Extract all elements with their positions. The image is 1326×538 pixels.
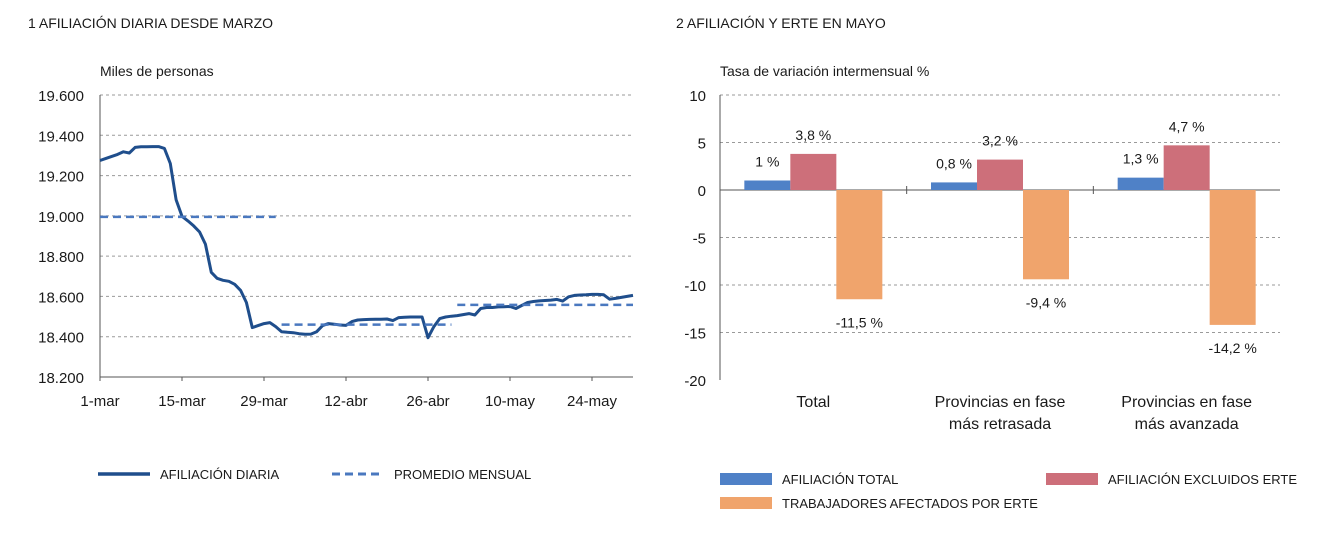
bar-1-0 bbox=[790, 153, 837, 190]
chart1-xtick-label: 26-abr bbox=[406, 393, 449, 410]
chart2-ylabel: Tasa de variación intermensual % bbox=[720, 63, 929, 79]
series-daily-affiliation-line bbox=[99, 145, 634, 340]
legend-swatch-excluidos-erte bbox=[1046, 473, 1098, 485]
bar-data-label: 1 % bbox=[755, 154, 779, 170]
bar-data-label: 0,8 % bbox=[936, 155, 972, 171]
chart1-xtick-label: 10-may bbox=[485, 393, 536, 410]
chart2-grid bbox=[719, 94, 1280, 380]
chart1-ytick-label: 18.400 bbox=[38, 330, 84, 347]
chart1-ytick-label: 19.200 bbox=[38, 169, 84, 186]
bar-0-0 bbox=[744, 180, 791, 190]
chart1-xtick-label: 12-abr bbox=[324, 393, 367, 410]
legend-swatch-afiliacion-total bbox=[720, 473, 772, 485]
legend-label-trabajadores-erte: TRABAJADORES AFECTADOS POR ERTE bbox=[782, 496, 1038, 511]
chart1-ylabel: Miles de personas bbox=[100, 63, 214, 79]
chart2-category-label: Total bbox=[796, 394, 830, 411]
bar-data-label: -11,5 % bbox=[836, 314, 883, 330]
chart1-title: 1 AFILIACIÓN DIARIA DESDE MARZO bbox=[28, 15, 273, 31]
chart2-y-axis: -20 -15 -10 -5 0 5 10 bbox=[684, 88, 706, 390]
legend-label-afiliacion-total: AFILIACIÓN TOTAL bbox=[782, 472, 898, 487]
bar-data-label: -14,2 % bbox=[1209, 340, 1257, 356]
bar-1-1 bbox=[977, 159, 1023, 190]
chart1-grid bbox=[99, 94, 633, 378]
chart1-ytick-label: 19.600 bbox=[38, 88, 84, 105]
chart1-xtick-label: 1-mar bbox=[80, 393, 119, 410]
chart1-y-axis: 18.200 18.400 18.600 18.800 19.000 19.200 19.4… bbox=[38, 88, 84, 387]
chart2-ytick-label: -20 bbox=[684, 373, 706, 390]
bar-2-1 bbox=[1023, 190, 1069, 280]
chart1-legend: AFILIACIÓN DIARIA PROMEDIO MENSUAL bbox=[98, 467, 531, 482]
chart1-xtick-label: 15-mar bbox=[158, 393, 206, 410]
bar-1-2 bbox=[1163, 145, 1210, 190]
legend-label-monthly: PROMEDIO MENSUAL bbox=[394, 467, 531, 482]
bar-2-2 bbox=[1209, 190, 1256, 325]
chart2-ytick-label: 10 bbox=[689, 88, 706, 105]
bar-data-label: 3,2 % bbox=[982, 133, 1018, 149]
chart1-ytick-label: 19.400 bbox=[38, 128, 84, 145]
chart2-ytick-label: -15 bbox=[684, 326, 706, 343]
bar-data-label: 4,7 % bbox=[1169, 118, 1205, 134]
bar-0-1 bbox=[931, 182, 977, 190]
chart1-series bbox=[99, 145, 634, 340]
bar-data-label: 3,8 % bbox=[795, 127, 831, 143]
chart1-ytick-label: 19.000 bbox=[38, 209, 84, 226]
bar-data-label: 1,3 % bbox=[1123, 151, 1159, 167]
chart1-ytick-label: 18.800 bbox=[38, 249, 84, 266]
chart2-categories: Total Provincias en fase más retrasada Prov… bbox=[796, 394, 1252, 433]
chart1-xtick-label: 29-mar bbox=[240, 393, 288, 410]
bar-data-label: -9,4 % bbox=[1026, 294, 1066, 310]
chart1-ytick-label: 18.200 bbox=[38, 370, 84, 387]
chart1-ytick-label: 18.600 bbox=[38, 289, 84, 306]
legend-label-daily: AFILIACIÓN DIARIA bbox=[160, 467, 280, 482]
legend-label-excluidos-erte: AFILIACIÓN EXCLUIDOS ERTE bbox=[1108, 472, 1297, 487]
chart2-bars: 1 % 3,8 % -11,5 % 0,8 % 3,2 % -9,4 % 1,3 % 4,7 … bbox=[744, 118, 1257, 356]
chart2-ytick-label: -10 bbox=[684, 278, 706, 295]
chart1-x-axis: 1-mar 15-mar 29-mar 12-abr 26-abr 10-may 24-ma… bbox=[80, 377, 618, 410]
bar-2-0 bbox=[836, 190, 883, 300]
chart2-category-label: más avanzada bbox=[1135, 416, 1239, 433]
chart2-category-label: Provincias en fase bbox=[935, 394, 1066, 411]
chart2-title: 2 AFILIACIÓN Y ERTE EN MAYO bbox=[676, 15, 886, 31]
chart2-ytick-label: -5 bbox=[693, 231, 706, 248]
daily-affiliation-chart: 1 AFILIACIÓN DIARIA DESDE MARZO Miles de… bbox=[28, 15, 634, 482]
chart2-ytick-label: 5 bbox=[698, 136, 706, 153]
legend-swatch-trabajadores-erte bbox=[720, 497, 772, 509]
chart2-category-label: más retrasada bbox=[949, 416, 1051, 433]
chart2-ytick-label: 0 bbox=[698, 183, 706, 200]
chart1-xtick-label: 24-may bbox=[567, 393, 618, 410]
chart2-category-label: Provincias en fase bbox=[1121, 394, 1252, 411]
chart2-legend: AFILIACIÓN TOTAL AFILIACIÓN EXCLUIDOS ER… bbox=[720, 472, 1297, 511]
bar-0-2 bbox=[1117, 177, 1164, 190]
